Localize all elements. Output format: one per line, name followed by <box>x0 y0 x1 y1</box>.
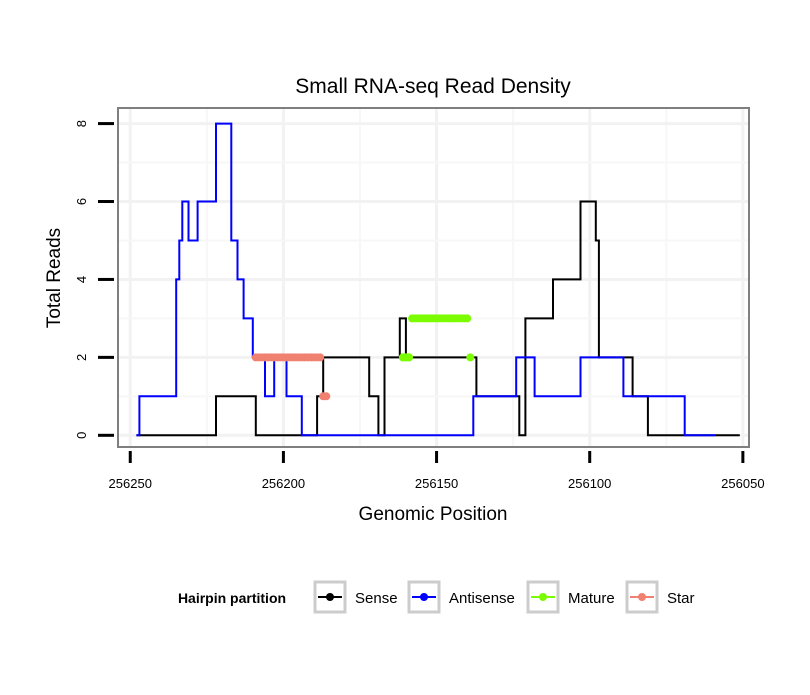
legend-label-star: Star <box>667 590 695 607</box>
legend-items: Sense Antisense Mature Star <box>313 580 695 614</box>
chart-title: Small RNA-seq Read Density <box>295 75 571 98</box>
data-point-mature <box>463 314 472 323</box>
legend-title: Hairpin partition <box>178 590 286 606</box>
plot-panel <box>118 108 749 447</box>
y-tick-label: 2 <box>74 354 89 361</box>
data-point-star <box>322 392 331 401</box>
plot-border <box>117 107 750 448</box>
data-point-star <box>316 353 325 362</box>
data-series <box>136 122 740 437</box>
x-tick-label: 256100 <box>568 476 611 491</box>
plot-area <box>117 107 750 448</box>
data-point-mature <box>466 353 475 362</box>
legend-key-point-star <box>638 593 646 601</box>
y-tick-label: 0 <box>74 432 89 439</box>
x-axis: 256250 256200 256150 256100 256050 <box>109 451 765 491</box>
y-tick-label: 6 <box>74 198 89 205</box>
data-point-mature <box>398 353 407 362</box>
x-tick-label: 256050 <box>721 476 764 491</box>
series-line-antisense <box>136 122 716 437</box>
legend-label-antisense: Antisense <box>449 590 515 607</box>
y-axis-title: Total Reads <box>44 228 65 328</box>
legend: Hairpin partition Sense Antisense Mature St… <box>178 580 695 614</box>
y-tick-label: 8 <box>74 120 89 127</box>
legend-key-point-antisense <box>420 593 428 601</box>
y-axis: 0 2 4 6 8 <box>74 120 114 439</box>
x-tick-label: 256200 <box>262 476 305 491</box>
legend-label-sense: Sense <box>355 590 398 607</box>
x-axis-title: Genomic Position <box>359 504 508 525</box>
x-tick-label: 256150 <box>415 476 458 491</box>
legend-key-point-sense <box>326 593 334 601</box>
legend-key-point-mature <box>539 593 547 601</box>
legend-label-mature: Mature <box>568 590 615 607</box>
y-tick-label: 4 <box>74 276 89 283</box>
x-tick-label: 256250 <box>109 476 152 491</box>
